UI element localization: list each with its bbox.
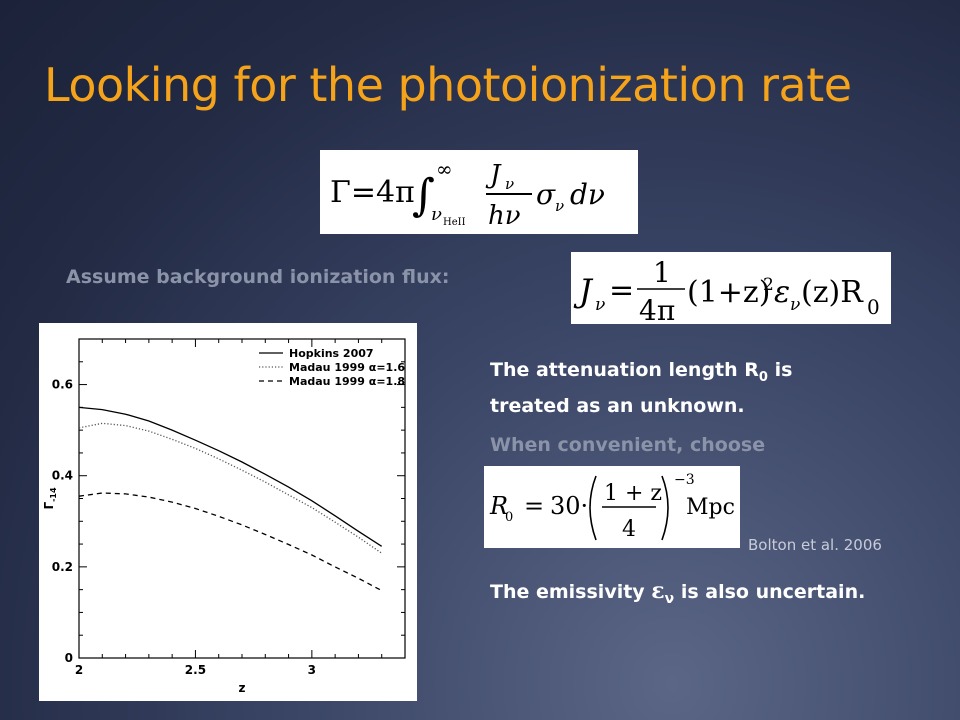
integral-lower: ν <box>431 204 442 225</box>
y-tick-label: 0.2 <box>52 560 73 574</box>
flux-den: 4π <box>639 294 675 324</box>
legend-label-3: Madau 1999 α=1.8 <box>289 375 405 388</box>
slide-title: Looking for the photoionization rate <box>44 58 852 112</box>
r0-equals: = <box>524 492 544 520</box>
integral-lower-sub: HeII <box>443 217 466 228</box>
gamma-sigma-sub: ν <box>555 197 564 215</box>
series-line-1 <box>78 406 383 547</box>
gamma-num: J <box>485 160 502 190</box>
flux-sup: 2 <box>763 275 774 295</box>
gamma-dnu: dν <box>570 178 605 211</box>
y-tick-label: 0.4 <box>52 469 73 483</box>
series-line-2 <box>78 422 383 554</box>
gamma-equation: Γ=4π ∫ ∞ ν HeII J ν hν σ ν dν <box>320 150 638 234</box>
r0-coef: 30· <box>550 492 588 520</box>
flux-lhs-sub: ν <box>595 295 605 315</box>
gamma-den: hν <box>488 201 521 231</box>
assume-label: Assume background ionization flux: <box>66 266 450 288</box>
flux-body2: (z)R <box>801 275 864 310</box>
r0-lhs: R <box>489 492 508 520</box>
flux-eps: ε <box>774 275 790 310</box>
flux-num: 1 <box>653 256 671 289</box>
x-tick-label: 2 <box>75 663 83 677</box>
r0-equation: R 0 = 30· 1 + z 4 −3 Mpc <box>484 466 740 548</box>
y-axis-label: Γ-14 <box>42 487 58 510</box>
gamma-sigma: σ <box>536 178 556 211</box>
y-tick-label: 0 <box>65 651 73 665</box>
emissivity-note: The emissivity εν is also uncertain. <box>490 578 865 607</box>
y-tick-label: 0.6 <box>52 378 73 392</box>
flux-body1: (1+z) <box>687 275 770 310</box>
emissivity-sub: ν <box>664 590 675 607</box>
flux-lhs: J <box>573 272 594 310</box>
legend-label-1: Hopkins 2007 <box>289 347 374 360</box>
emissivity-symbol: ε <box>651 578 665 604</box>
flux-equals: = <box>609 273 634 308</box>
gamma-num-sub: ν <box>505 175 514 193</box>
attenuation-text-2: is <box>767 359 793 381</box>
attenuation-note: The attenuation length R0 is treated as … <box>490 356 792 420</box>
x-axis-label: z <box>239 681 246 695</box>
chart-panel: 2 2.5 3 0 0.2 0.4 0.6 z Γ-14 Hopkins 2007 Madau 19… <box>39 323 417 701</box>
r0-exp: −3 <box>674 472 695 488</box>
flux-body2-sub: 0 <box>867 295 880 319</box>
legend-label-2: Madau 1999 α=1.6 <box>289 361 405 374</box>
emissivity-text-2: is also uncertain. <box>674 581 866 603</box>
series-line-3 <box>78 492 383 592</box>
integral-upper: ∞ <box>436 157 453 181</box>
r0-den: 4 <box>622 517 636 542</box>
emissivity-text-1: The emissivity <box>490 581 652 603</box>
integral-sign: ∫ <box>412 170 435 221</box>
r0-num: 1 + z <box>604 481 662 506</box>
attenuation-text-3: treated as an unknown. <box>490 394 745 417</box>
flux-equation: J ν = 1 4π (1+z) 2 ε ν (z)R 0 <box>571 252 891 327</box>
x-tick-label: 3 <box>308 663 316 677</box>
attenuation-sub: 0 <box>758 369 768 385</box>
r0-lhs-sub: 0 <box>505 510 513 525</box>
flux-eps-sub: ν <box>790 295 800 315</box>
citation: Bolton et al. 2006 <box>748 536 882 554</box>
attenuation-text-1: The attenuation length R <box>490 359 759 381</box>
x-tick-label: 2.5 <box>185 663 206 677</box>
gamma-lhs: Γ=4π <box>330 175 415 210</box>
r0-unit: Mpc <box>686 495 735 520</box>
convenient-label: When convenient, choose <box>490 434 766 456</box>
